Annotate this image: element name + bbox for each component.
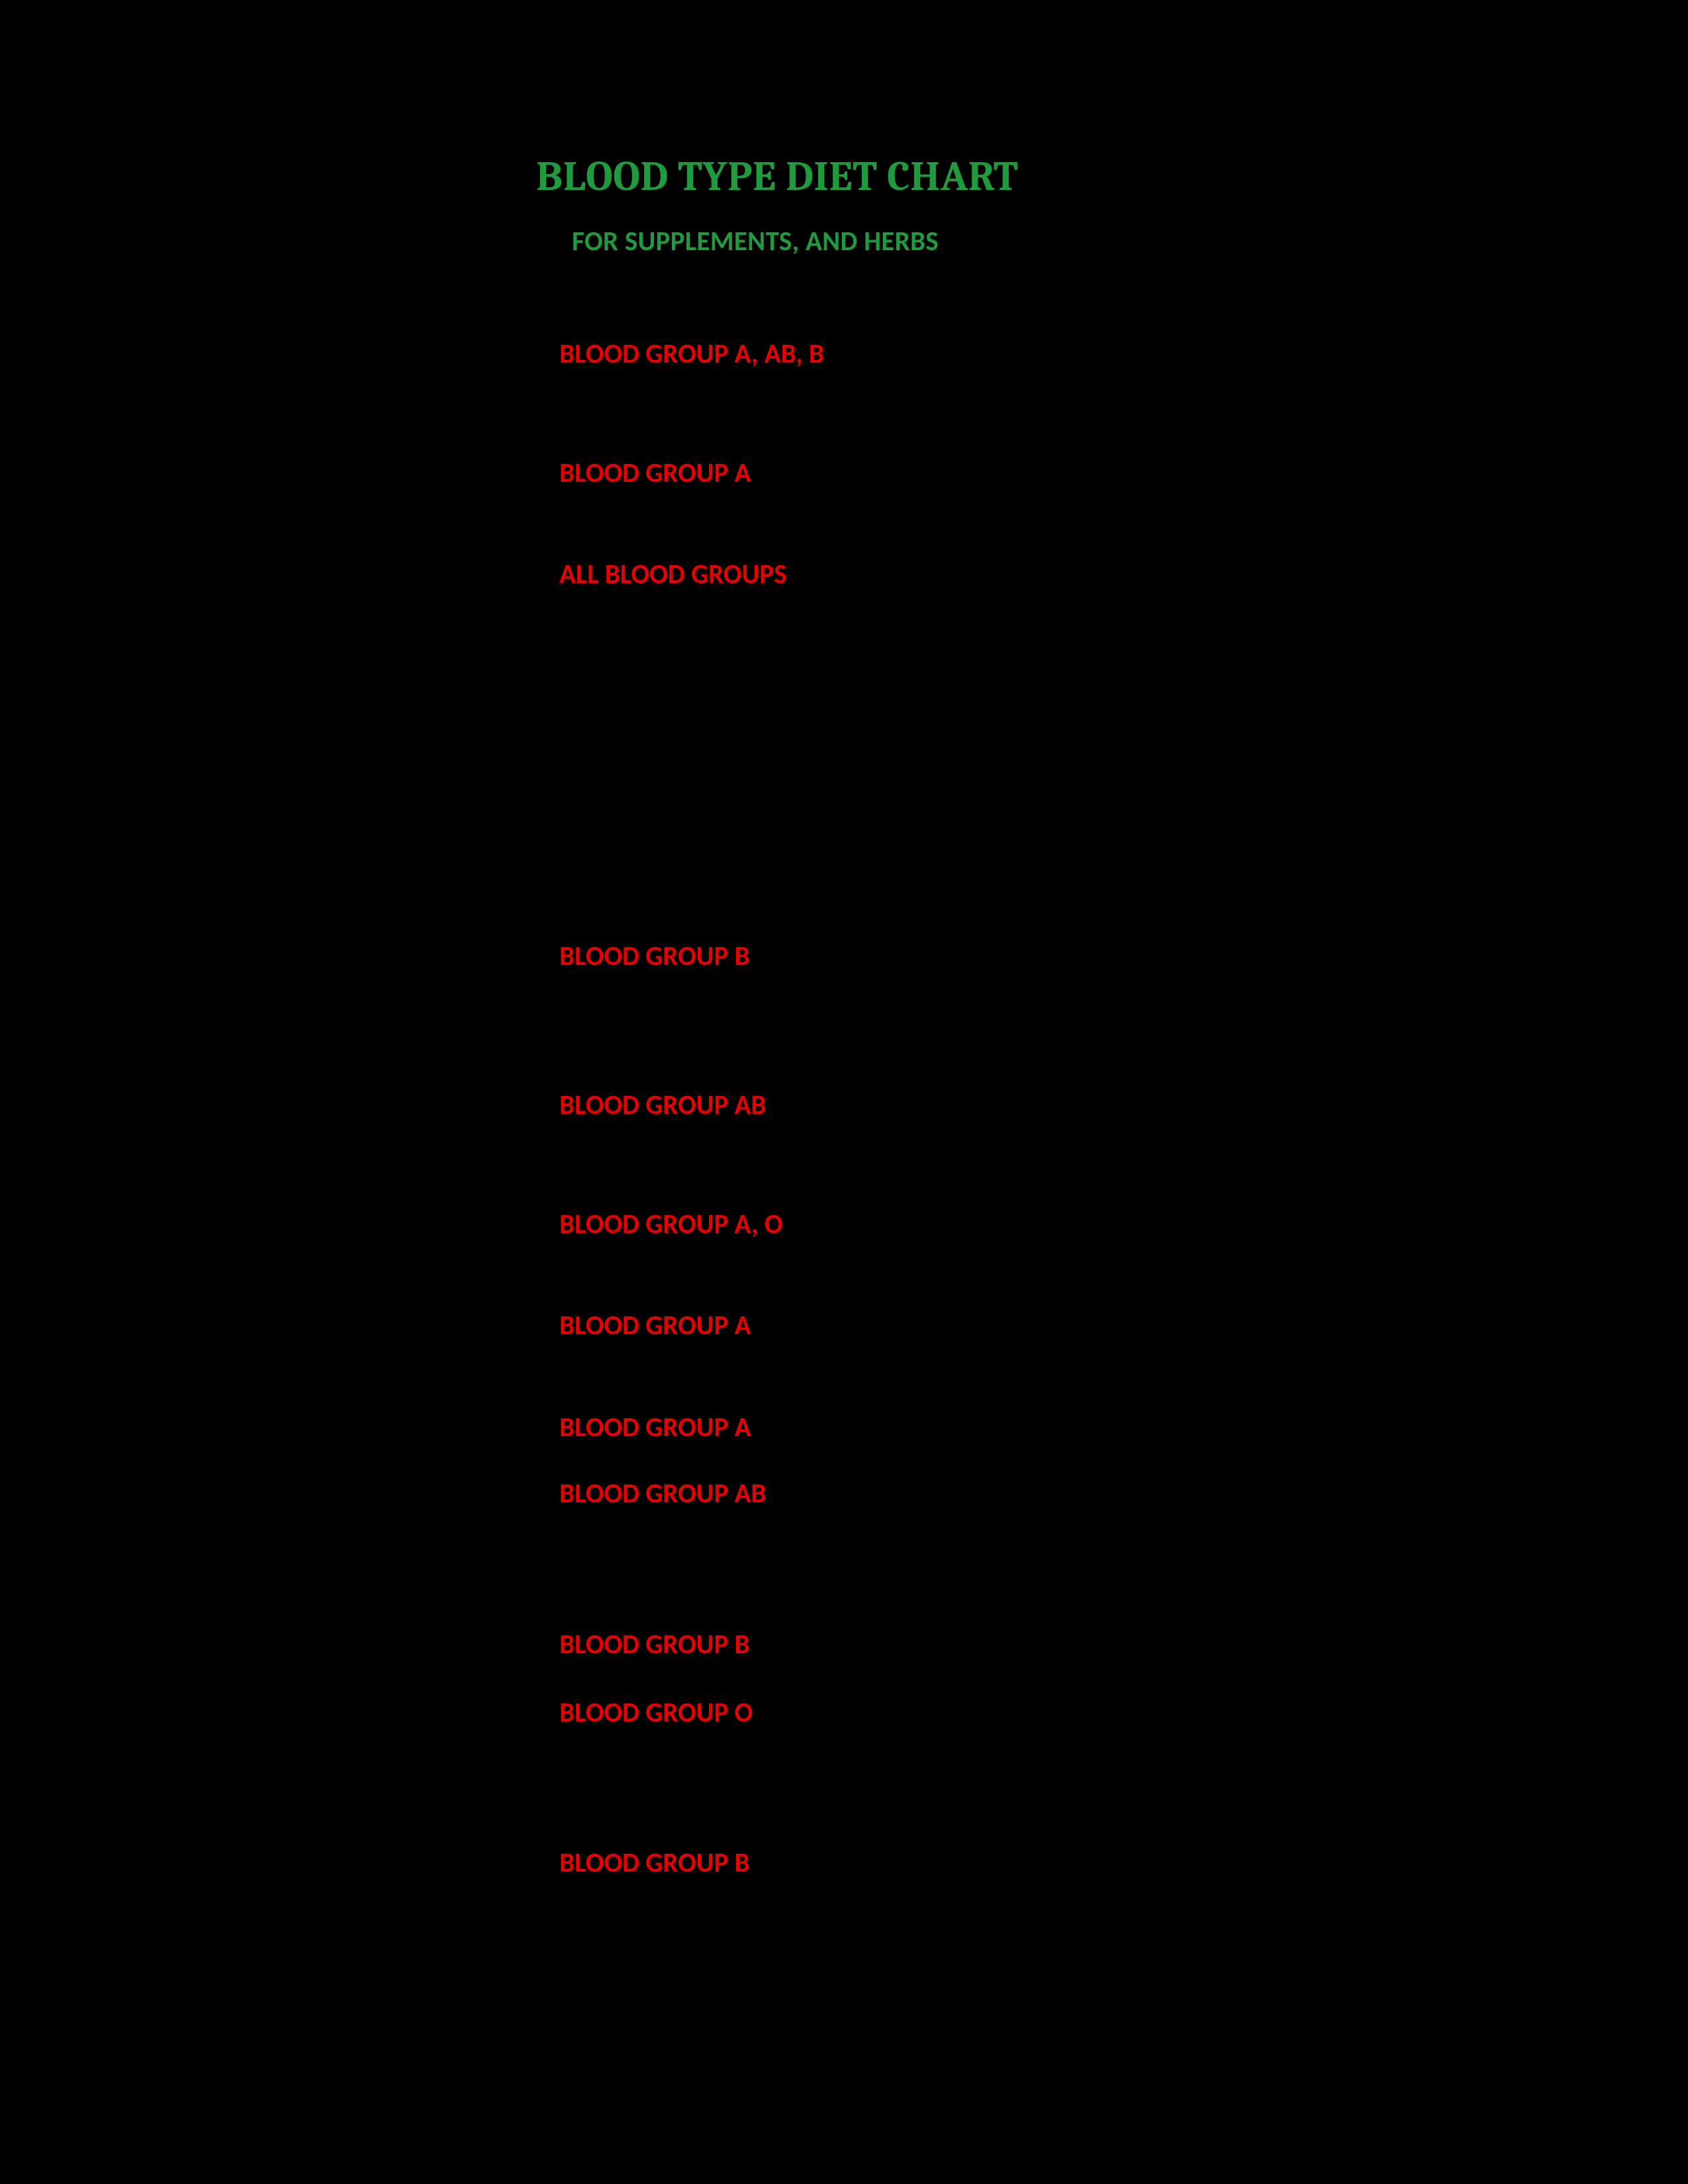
- blood-group-label: BLOOD GROUP AB: [559, 1477, 766, 1510]
- blood-group-label: BLOOD GROUP B: [559, 1628, 750, 1661]
- blood-group-label: BLOOD GROUP O: [559, 1696, 753, 1729]
- blood-group-label: BLOOD GROUP A, AB, B: [559, 338, 824, 371]
- document-title: BLOOD TYPE DIET CHART: [536, 152, 1018, 201]
- blood-group-label: BLOOD GROUP A: [559, 1309, 751, 1342]
- blood-group-label: BLOOD GROUP B: [559, 940, 750, 973]
- page-container: BLOOD TYPE DIET CHART FOR SUPPLEMENTS, A…: [0, 0, 1688, 2184]
- blood-group-label: BLOOD GROUP B: [559, 1846, 750, 1880]
- blood-group-label: BLOOD GROUP AB: [559, 1089, 766, 1122]
- blood-group-label: BLOOD GROUP A: [559, 457, 751, 490]
- blood-group-label: ALL BLOOD GROUPS: [559, 558, 786, 591]
- blood-group-label: BLOOD GROUP A, O: [559, 1208, 782, 1241]
- blood-group-label: BLOOD GROUP A: [559, 1411, 751, 1444]
- document-subtitle: FOR SUPPLEMENTS, AND HERBS: [572, 225, 939, 258]
